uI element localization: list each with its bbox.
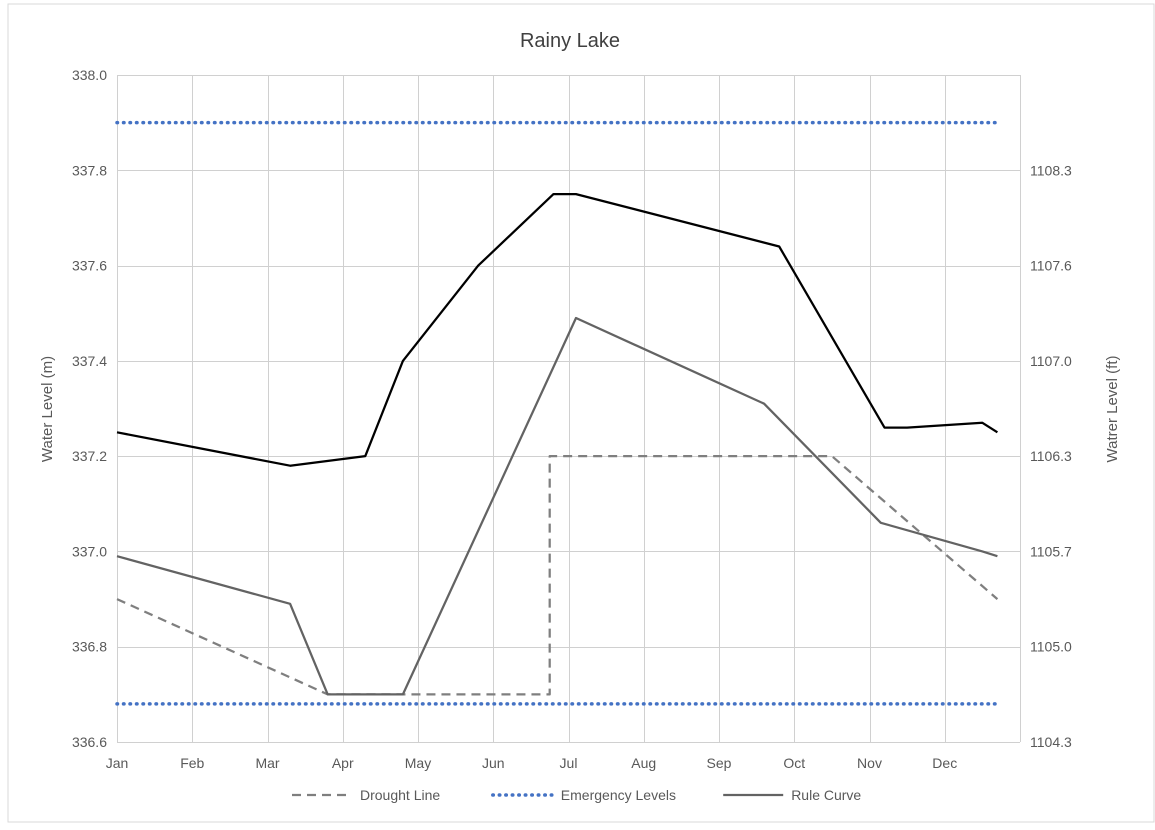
chart-title: Rainy Lake (520, 30, 620, 52)
x-tick-label: Jul (560, 755, 578, 771)
legend-label-emergency-levels: Emergency Levels (561, 787, 676, 803)
y-tick-label: 337.4 (72, 353, 107, 369)
x-tick-label: Mar (255, 755, 279, 771)
y-axis-label: Water Level (m) (39, 356, 56, 462)
x-tick-label: Sep (707, 755, 732, 771)
x-tick-label: Jan (106, 755, 129, 771)
y2-tick-label: 1105.7 (1030, 543, 1072, 559)
x-tick-label: Nov (857, 755, 882, 771)
y-tick-label: 337.8 (72, 162, 107, 178)
chart-frame (7, 3, 1155, 823)
x-axis-ticks: Jan Feb Mar Apr May Jun Jul Aug Sep Oct Nov Dec (106, 755, 957, 771)
x-tick-label: Apr (332, 755, 354, 771)
y2-axis-label: Watrer Level (ft) (1104, 356, 1121, 463)
legend-label-drought-line: Drought Line (360, 787, 440, 803)
x-tick-label: Jun (482, 755, 505, 771)
series-lines (115, 120, 1000, 706)
y-tick-label: 337.6 (72, 258, 107, 274)
y2-tick-label: 1108.3 (1030, 162, 1072, 178)
series-rule-curve (116, 316, 998, 696)
right-axis-ticks: 1104.3 1105.0 1105.7 1106.3 1107.0 1107.6 1108… (1030, 162, 1072, 750)
legend: Drought Line Emergency Levels Rule Curve (292, 787, 861, 803)
y2-tick-label: 1105.0 (1030, 639, 1072, 655)
legend-label-rule-curve: Rule Curve (791, 787, 861, 803)
y2-tick-label: 1104.3 (1030, 734, 1072, 750)
y-tick-label: 338.0 (72, 67, 107, 83)
series-rule-curve (116, 192, 999, 467)
y-tick-label: 337.0 (72, 543, 107, 559)
x-tick-label: Oct (783, 755, 805, 771)
left-axis-ticks: 336.6 336.8 337.0 337.2 337.4 337.6 337.8 338.0 (72, 67, 107, 750)
y2-tick-label: 1107.6 (1030, 258, 1072, 274)
y2-tick-label: 1106.3 (1030, 448, 1072, 464)
y-tick-label: 337.2 (72, 448, 107, 464)
y2-tick-label: 1107.0 (1030, 353, 1072, 369)
y-tick-label: 336.8 (72, 639, 107, 655)
x-tick-label: Feb (180, 755, 204, 771)
y-tick-label: 336.6 (72, 734, 107, 750)
series-drought-line (116, 454, 999, 696)
x-tick-label: Aug (631, 755, 656, 771)
x-tick-label: Dec (932, 755, 957, 771)
x-tick-label: May (405, 755, 431, 771)
